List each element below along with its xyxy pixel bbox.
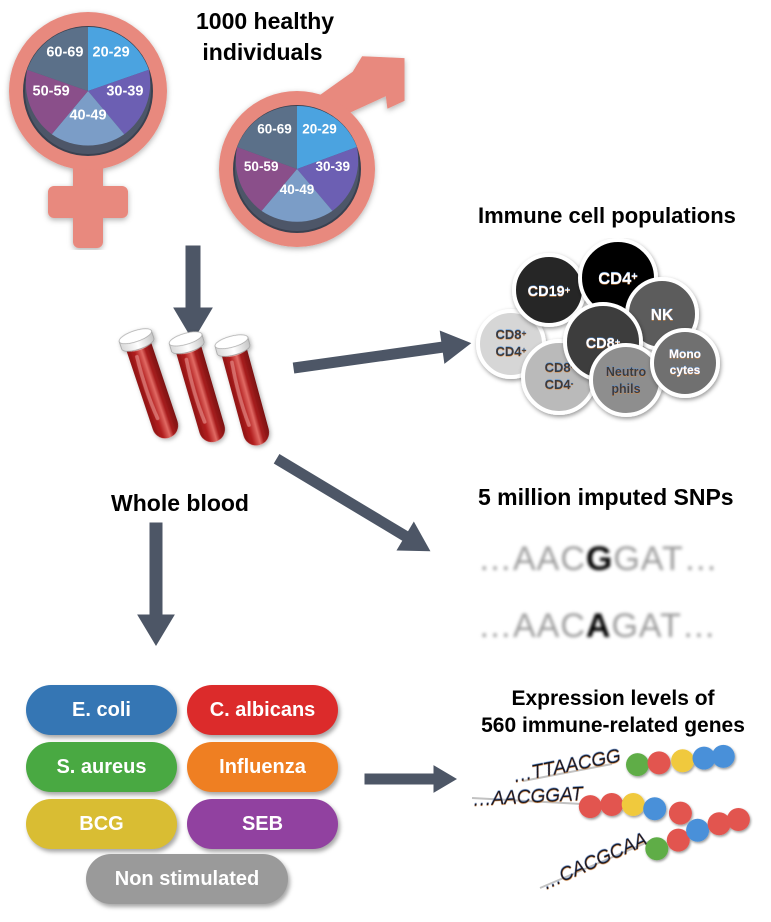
svg-text:phils: phils — [611, 382, 640, 396]
svg-text:cytes: cytes — [670, 363, 701, 377]
svg-text:…AACGGAT: …AACGGAT — [472, 784, 585, 811]
svg-text:Neutro: Neutro — [606, 365, 647, 379]
svg-text:CD19+: CD19+ — [528, 284, 571, 300]
svg-text:NK: NK — [651, 307, 674, 324]
svg-text:…TTAACGG: …TTAACGG — [511, 746, 622, 787]
svg-text:Mono: Mono — [669, 347, 701, 361]
svg-text:CD4-: CD4- — [545, 377, 574, 392]
svg-text:…CACGCAA: …CACGCAA — [539, 829, 651, 894]
